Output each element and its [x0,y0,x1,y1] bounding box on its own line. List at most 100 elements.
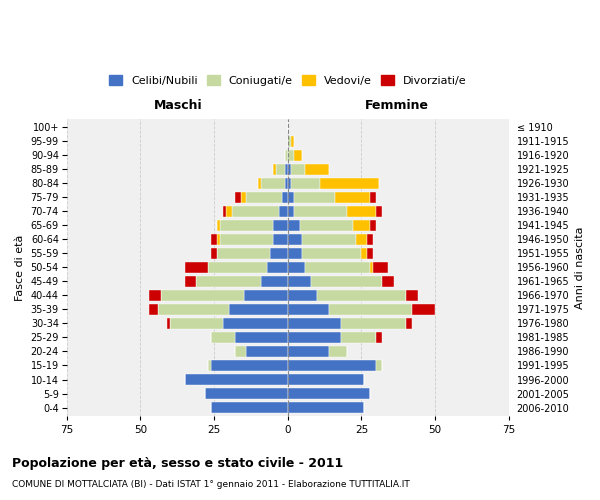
Bar [373,262,388,273]
Bar [406,290,418,301]
Bar [149,304,158,315]
Bar [370,262,373,273]
Bar [232,206,279,217]
Bar [282,192,288,203]
Bar [288,332,341,343]
Y-axis label: Fasce di età: Fasce di età [15,234,25,300]
Bar [211,332,235,343]
Bar [288,136,290,147]
Bar [226,206,232,217]
Bar [335,192,370,203]
Bar [288,164,290,175]
Bar [223,206,226,217]
Bar [293,150,302,161]
Bar [285,164,288,175]
Bar [288,220,299,231]
Bar [223,318,288,329]
Bar [273,220,288,231]
Bar [208,262,267,273]
Bar [273,234,288,245]
Bar [170,318,223,329]
Bar [276,164,285,175]
Bar [229,304,288,315]
Bar [247,192,282,203]
Bar [261,178,285,189]
Bar [288,318,341,329]
Bar [382,276,394,287]
Legend: Celibi/Nubili, Coniugati/e, Vedovi/e, Divorziati/e: Celibi/Nubili, Coniugati/e, Vedovi/e, Di… [104,71,471,90]
Bar [161,290,244,301]
Bar [367,248,373,259]
Bar [341,318,406,329]
Bar [208,360,211,371]
Bar [288,192,293,203]
Bar [302,248,361,259]
Bar [370,220,376,231]
Bar [329,346,347,357]
Bar [185,374,288,385]
Bar [211,234,217,245]
Bar [217,234,220,245]
Bar [288,248,302,259]
Bar [167,318,170,329]
Bar [376,206,382,217]
Bar [273,164,276,175]
Bar [205,388,288,399]
Bar [293,206,347,217]
Bar [185,276,196,287]
Bar [305,262,370,273]
Bar [211,402,288,413]
Bar [220,220,273,231]
Bar [288,262,305,273]
Text: COMUNE DI MOTTALCIATA (BI) - Dati ISTAT 1° gennaio 2011 - Elaborazione TUTTITALI: COMUNE DI MOTTALCIATA (BI) - Dati ISTAT … [12,480,410,489]
Bar [288,290,317,301]
Bar [261,276,288,287]
Bar [244,290,288,301]
Bar [288,206,293,217]
Bar [196,276,261,287]
Bar [235,332,288,343]
Bar [285,178,288,189]
Bar [305,164,329,175]
Bar [288,402,364,413]
Bar [220,234,273,245]
Bar [290,178,320,189]
Bar [288,234,302,245]
Bar [288,374,364,385]
Bar [356,234,367,245]
Bar [235,346,247,357]
Bar [329,304,412,315]
Bar [361,248,367,259]
Bar [258,178,261,189]
Text: Femmine: Femmine [365,98,429,112]
Bar [290,136,293,147]
Bar [217,220,220,231]
Bar [370,192,376,203]
Bar [367,234,373,245]
Bar [412,304,435,315]
Bar [288,276,311,287]
Text: Popolazione per età, sesso e stato civile - 2011: Popolazione per età, sesso e stato civil… [12,458,343,470]
Bar [376,360,382,371]
Bar [288,388,370,399]
Bar [247,346,288,357]
Bar [288,360,376,371]
Bar [211,248,217,259]
Bar [299,220,353,231]
Bar [285,150,288,161]
Bar [288,346,329,357]
Y-axis label: Anni di nascita: Anni di nascita [575,226,585,308]
Bar [185,262,208,273]
Bar [290,164,305,175]
Bar [235,192,241,203]
Bar [217,248,270,259]
Bar [353,220,370,231]
Bar [149,290,161,301]
Bar [270,248,288,259]
Bar [302,234,356,245]
Bar [376,332,382,343]
Bar [293,192,335,203]
Bar [311,276,382,287]
Bar [406,318,412,329]
Bar [241,192,247,203]
